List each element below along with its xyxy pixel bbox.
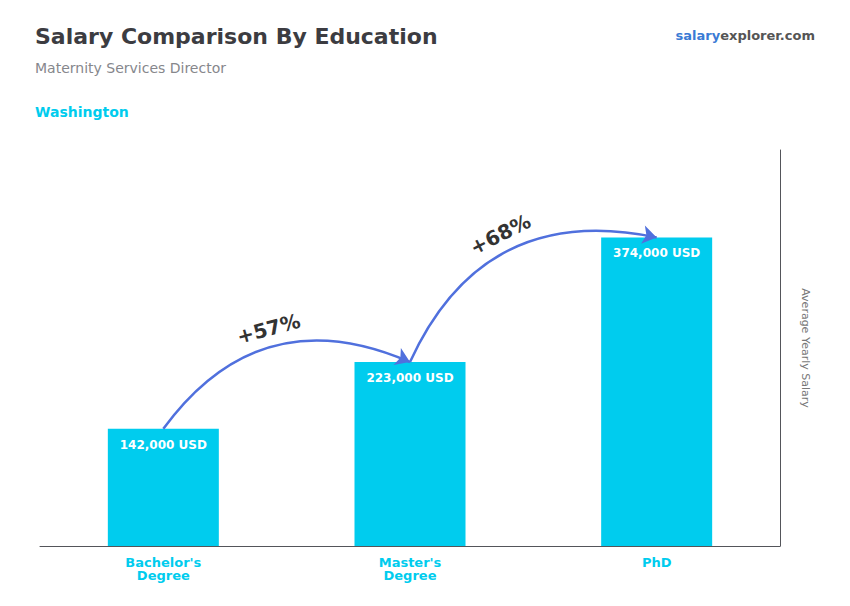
svg-text:374,000 USD: 374,000 USD [613,246,700,260]
svg-text:PhD: PhD [642,555,672,570]
svg-text:Salary Comparison By Education: Salary Comparison By Education [35,24,438,49]
svg-text:Bachelor's: Bachelor's [125,555,202,570]
svg-text:Master's: Master's [378,555,442,570]
svg-text:Degree: Degree [384,568,437,583]
svg-text:salary: salary [676,28,721,43]
svg-text:explorer.com: explorer.com [720,28,815,43]
svg-text:Average Yearly Salary: Average Yearly Salary [799,288,812,408]
svg-text:+57%: +57% [234,309,303,349]
svg-text:142,000 USD: 142,000 USD [120,438,207,452]
svg-text:223,000 USD: 223,000 USD [366,371,453,385]
svg-text:Degree: Degree [137,568,190,583]
svg-text:Washington: Washington [35,104,129,120]
svg-text:Maternity Services Director: Maternity Services Director [35,60,226,76]
svg-text:+68%: +68% [466,209,535,260]
